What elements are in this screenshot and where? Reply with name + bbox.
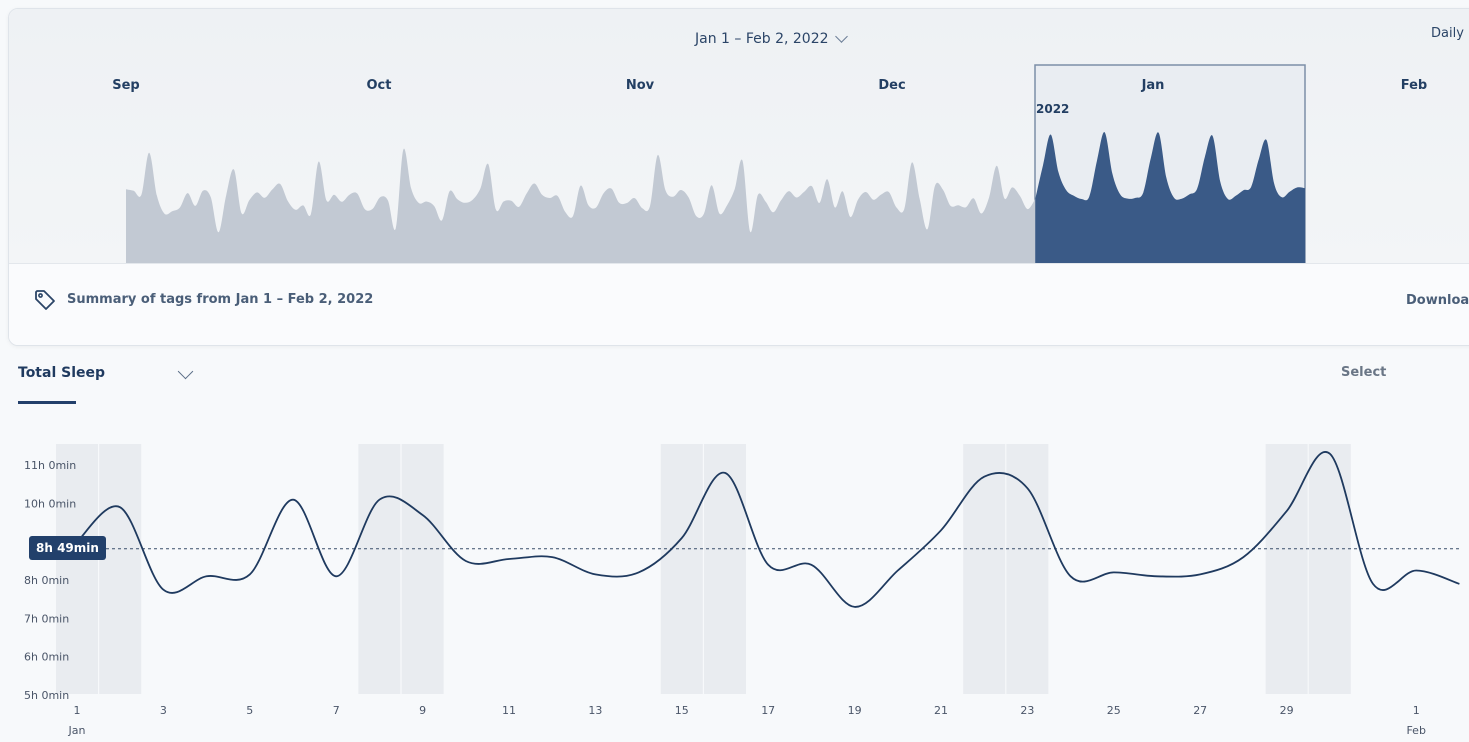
y-tick-label: 8h 0min [24, 574, 69, 587]
x-tick-label: 13 [588, 704, 602, 717]
month-label-sep: Sep [112, 78, 140, 93]
year-label: 2022 [1036, 102, 1070, 116]
x-tick-label: 11 [502, 704, 516, 717]
weekend-band [1265, 444, 1308, 694]
y-tick-label: 5h 0min [24, 689, 69, 702]
granularity-selector[interactable]: Daily [1431, 26, 1464, 41]
summary-text: Summary of tags from Jan 1 – Feb 2, 2022 [67, 292, 374, 307]
download-button[interactable]: Download [1406, 293, 1469, 308]
x-month-label: Jan [68, 724, 86, 737]
x-tick-label: 19 [848, 704, 862, 717]
x-tick-label: 27 [1193, 704, 1207, 717]
sleep-series-line [76, 451, 1460, 608]
weekend-band [401, 444, 444, 694]
month-label-feb: Feb [1400, 78, 1428, 93]
y-tick-label: 11h 0min [24, 459, 76, 472]
x-tick-label: 1 [1413, 704, 1420, 717]
month-label-jan: Jan [1141, 78, 1165, 93]
history-area [126, 148, 1036, 263]
metric-tab-total-sleep[interactable]: Total Sleep [18, 365, 106, 381]
select-button[interactable]: Select [1341, 365, 1387, 380]
weekend-band [963, 444, 1006, 694]
selected-area [1035, 132, 1305, 263]
month-label-oct: Oct [366, 78, 392, 93]
average-badge: 8h 49min [29, 536, 106, 560]
weekend-band [99, 444, 142, 694]
y-tick-label: 10h 0min [24, 498, 76, 511]
x-month-label: Feb [1406, 724, 1425, 737]
overview-card: Jan 1 – Feb 2, 2022 Daily Sep Oct Nov De… [8, 8, 1469, 346]
sleep-line-chart: 11h 0min 10h 0min 8h 0min 7h 0min 6h 0min 5h … [24, 444, 1462, 737]
x-tick-label: 21 [934, 704, 948, 717]
x-tick-label: 3 [160, 704, 167, 717]
x-tick-label: 15 [675, 704, 689, 717]
month-label-nov: Nov [625, 78, 655, 93]
tag-icon [35, 290, 55, 310]
chevron-down-icon [834, 30, 848, 43]
weekend-band [1006, 444, 1049, 694]
x-tick-label: 29 [1280, 704, 1294, 717]
x-tick-label: 17 [761, 704, 775, 717]
weekend-band [358, 444, 401, 694]
date-range-label: Jan 1 – Feb 2, 2022 [695, 31, 829, 47]
y-tick-label: 7h 0min [24, 612, 69, 625]
x-tick-label: 5 [246, 704, 253, 717]
weekend-band [660, 444, 703, 694]
x-tick-label: 25 [1107, 704, 1121, 717]
date-range-picker[interactable]: Jan 1 – Feb 2, 2022 [695, 30, 848, 47]
weekend-band [1308, 444, 1351, 694]
x-tick-label: 9 [419, 704, 426, 717]
month-label-dec: Dec [878, 78, 906, 93]
x-tick-label: 1 [74, 704, 81, 717]
weekend-band [704, 444, 746, 694]
x-tick-label: 23 [1020, 704, 1034, 717]
chevron-down-icon[interactable] [177, 363, 194, 380]
weekend-band [56, 444, 98, 694]
y-tick-label: 6h 0min [24, 651, 69, 664]
tab-underline [18, 401, 76, 404]
x-tick-label: 7 [333, 704, 340, 717]
overview-chart[interactable] [9, 9, 1469, 263]
summary-row: Summary of tags from Jan 1 – Feb 2, 2022… [9, 263, 1469, 345]
